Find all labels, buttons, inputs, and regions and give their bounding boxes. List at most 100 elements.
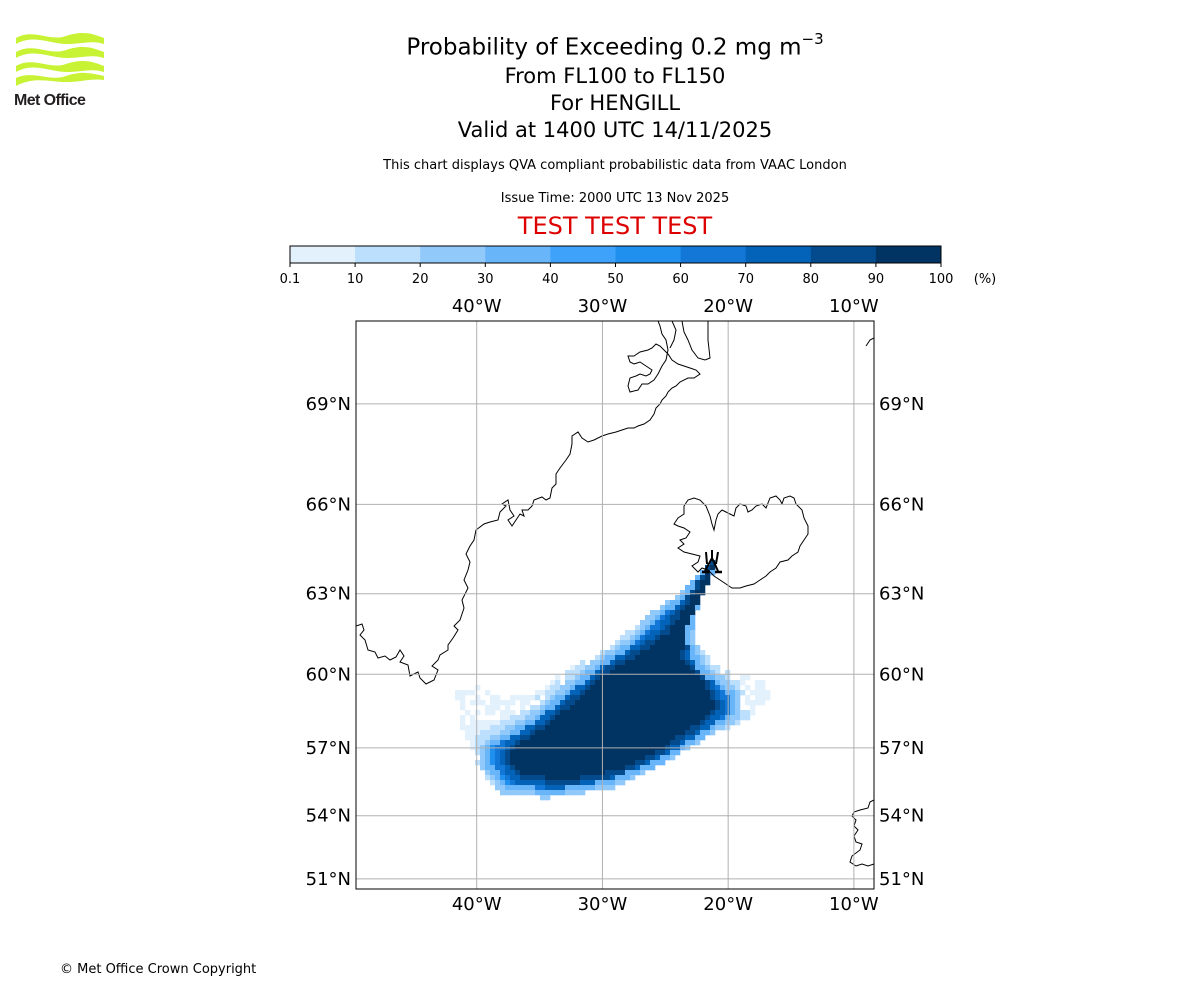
plume-cell	[625, 630, 631, 636]
coastline-fjord	[669, 321, 677, 349]
plume-cell	[620, 685, 626, 691]
plume-cell	[605, 730, 611, 736]
plume-cell	[570, 780, 576, 786]
plume-cell	[545, 765, 551, 771]
plume-cell	[580, 685, 586, 691]
plume-cell	[660, 675, 666, 681]
plume-cell	[535, 695, 541, 701]
plume-cell	[655, 620, 661, 626]
plume-cell	[605, 660, 611, 666]
plume-cell	[525, 775, 531, 781]
plume-cell	[490, 780, 496, 786]
plume-cell	[685, 585, 691, 591]
plume-cell	[670, 715, 676, 721]
plume-cell	[680, 595, 686, 601]
plume-cell	[630, 635, 636, 641]
plume-cell	[500, 710, 506, 716]
plume-cell	[575, 735, 581, 741]
plume-cell	[505, 715, 511, 721]
plume-cell	[475, 710, 481, 716]
plume-cell	[635, 695, 641, 701]
plume-cell	[480, 720, 486, 726]
plume-cell	[560, 760, 566, 766]
plume-cell	[730, 705, 736, 711]
plume-cell	[660, 645, 666, 651]
plume-cell	[605, 685, 611, 691]
plume-cell	[615, 685, 621, 691]
plume-cell	[615, 645, 621, 651]
plume-cell	[545, 720, 551, 726]
plume-cell	[580, 750, 586, 756]
plume-cell	[735, 685, 741, 691]
plume-cell	[640, 640, 646, 646]
plume-cell	[685, 660, 691, 666]
plume-cell	[535, 735, 541, 741]
plume-cell	[575, 765, 581, 771]
plume-cell	[620, 715, 626, 721]
plume-cell	[625, 730, 631, 736]
plume-cell	[480, 740, 486, 746]
plume-cell	[585, 670, 591, 676]
plume-cell	[605, 750, 611, 756]
plume-cell	[710, 560, 716, 566]
plume-cell	[630, 715, 636, 721]
plume-cell	[565, 690, 571, 696]
plume-cell	[760, 690, 766, 696]
plume-cell	[605, 725, 611, 731]
plume-cell	[645, 660, 651, 666]
plume-cell	[675, 725, 681, 731]
plume-cell	[505, 775, 511, 781]
plume-cell	[725, 725, 731, 731]
plume-cell	[525, 720, 531, 726]
plume-cell	[575, 680, 581, 686]
plume-cell	[715, 685, 721, 691]
plume-cell	[565, 735, 571, 741]
plume-cell	[635, 730, 641, 736]
plume-cell	[665, 625, 671, 631]
plume-cell	[610, 755, 616, 761]
plume-cell	[755, 680, 761, 686]
plume-cell	[535, 775, 541, 781]
plume-cell	[690, 695, 696, 701]
plume-cell	[625, 645, 631, 651]
plume-cell	[695, 590, 701, 596]
plume-cell	[655, 645, 661, 651]
plume-cell	[500, 755, 506, 761]
plume-cell	[590, 695, 596, 701]
plume-cell	[670, 670, 676, 676]
plume-cell	[670, 735, 676, 741]
plume-cell	[510, 720, 516, 726]
plume-cell	[660, 700, 666, 706]
plume-cell	[605, 675, 611, 681]
plume-cell	[530, 725, 536, 731]
plume-cell	[505, 770, 511, 776]
plume-cell	[615, 715, 621, 721]
plume-cell	[605, 715, 611, 721]
plume-cell	[565, 675, 571, 681]
plume-cell	[480, 765, 486, 771]
plume-cell	[580, 690, 586, 696]
plume-cell	[470, 725, 476, 731]
plume-cell	[485, 770, 491, 776]
plume-cell	[635, 645, 641, 651]
plume-cell	[580, 770, 586, 776]
plume-cell	[540, 730, 546, 736]
plume-cell	[710, 715, 716, 721]
plume-cell	[705, 575, 711, 581]
plume-cell	[570, 710, 576, 716]
plume-cell	[710, 700, 716, 706]
plume-cell	[565, 785, 571, 791]
plume-cell	[670, 755, 676, 761]
plume-cell	[595, 685, 601, 691]
plume-cell	[485, 690, 491, 696]
plume-cell	[675, 670, 681, 676]
plume-cell	[700, 720, 706, 726]
plume-cell	[685, 600, 691, 606]
plume-cell	[515, 790, 521, 796]
plume-cell	[615, 660, 621, 666]
plume-cell	[670, 750, 676, 756]
plume-cell	[580, 790, 586, 796]
plume-cell	[615, 650, 621, 656]
plume-cell	[695, 665, 701, 671]
plume-cell	[685, 725, 691, 731]
